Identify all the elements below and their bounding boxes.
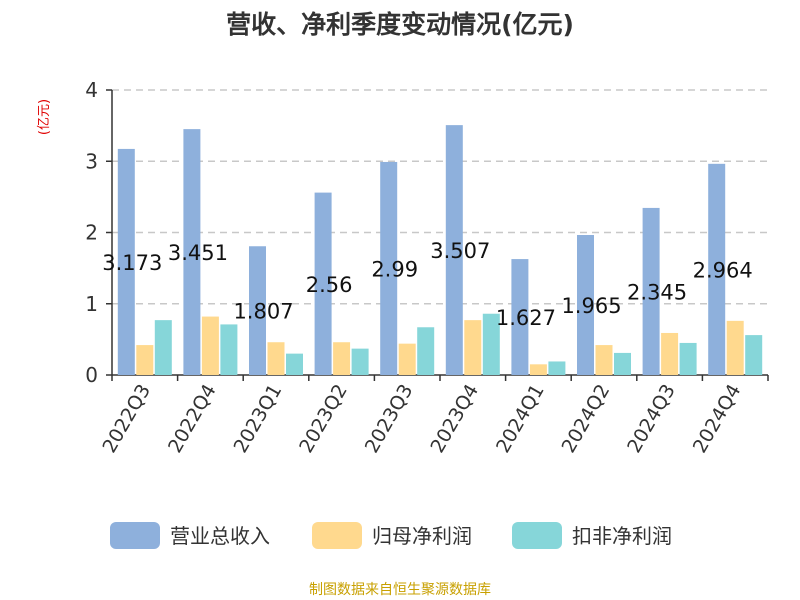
bar-series-2 <box>220 324 238 375</box>
x-tick-label: 2022Q4 <box>164 381 221 457</box>
legend-swatch <box>312 522 362 549</box>
y-unit-label: (亿元) <box>37 99 52 135</box>
y-tick-label: 3 <box>85 149 98 173</box>
bar-series-1 <box>595 345 613 375</box>
bar-series-0 <box>708 163 726 375</box>
legend-item[interactable]: 扣非净利润 <box>512 522 672 549</box>
legend-swatch <box>110 522 160 549</box>
bar-series-0 <box>642 207 660 375</box>
data-label: 3.173 <box>102 251 162 275</box>
bar-series-1 <box>529 364 547 375</box>
bar-series-0 <box>249 246 266 375</box>
bar-series-2 <box>154 320 172 375</box>
y-tick-label: 2 <box>85 221 98 245</box>
bar-series-2 <box>417 327 435 375</box>
legend-label: 归母净利润 <box>372 524 472 548</box>
bar-series-1 <box>398 343 416 375</box>
legend-label: 营业总收入 <box>170 524 270 548</box>
legend[interactable]: 营业总收入 归母净利润 扣非净利润 <box>110 522 672 549</box>
x-tick-label: 2023Q3 <box>361 381 418 457</box>
x-tick-label: 2023Q2 <box>295 381 352 457</box>
bar-series-1 <box>136 345 154 375</box>
data-label: 2.345 <box>627 280 687 304</box>
bar-series-1 <box>726 320 744 375</box>
bar-series-1 <box>267 342 285 375</box>
bar-series-0 <box>577 234 594 375</box>
bar-series-1 <box>661 332 679 375</box>
data-label: 3.451 <box>168 241 228 265</box>
bar-series-2 <box>679 342 697 375</box>
x-tick-label: 2023Q1 <box>230 381 287 457</box>
data-label: 2.964 <box>693 258 753 282</box>
y-tick-label: 1 <box>85 292 98 316</box>
data-labels: 3.173 3.4511.8072.562.993.5071.6271.9652.… <box>102 239 753 330</box>
bar-series-2 <box>482 313 500 375</box>
bar-series-0 <box>314 192 332 375</box>
data-label: 1.965 <box>561 294 621 318</box>
bar-series-0 <box>511 259 529 375</box>
data-label: 1.627 <box>496 306 556 330</box>
x-tick-label: 2024Q3 <box>623 381 680 457</box>
bar-series-2 <box>351 348 369 375</box>
bar-series-2 <box>286 353 303 375</box>
bar-series-2 <box>548 361 566 375</box>
chart-title: 营收、净利季度变动情况(亿元) <box>226 10 574 39</box>
y-tick-label: 0 <box>85 363 98 387</box>
bar-series-0 <box>183 129 201 375</box>
legend-item[interactable]: 归母净利润 <box>312 522 472 549</box>
bars <box>117 125 763 375</box>
y-tick-label: 4 <box>85 78 98 102</box>
bar-series-1 <box>333 342 351 375</box>
legend-label: 扣非净利润 <box>572 524 672 548</box>
x-tick-label: 2022Q3 <box>98 381 155 457</box>
source-note: 制图数据来自恒生聚源数据库 <box>309 582 491 598</box>
bar-series-1 <box>464 320 482 375</box>
data-label: 3.507 <box>430 239 490 263</box>
x-tick-label: 2024Q2 <box>558 381 615 457</box>
x-tick-label: 2024Q1 <box>492 381 549 457</box>
bar-series-0 <box>380 161 398 375</box>
data-label: 2.56 <box>306 273 353 297</box>
grid-lines <box>112 89 768 305</box>
x-tick-label: 2024Q4 <box>689 381 746 457</box>
bar-series-0 <box>445 125 463 375</box>
bar-series-2 <box>745 335 763 375</box>
bar-series-2 <box>614 352 631 375</box>
data-label: 1.807 <box>233 300 293 324</box>
legend-item[interactable]: 营业总收入 <box>110 522 270 549</box>
bar-series-1 <box>201 316 219 375</box>
bar-series-0 <box>117 148 135 375</box>
legend-swatch <box>512 522 562 549</box>
x-tick-label: 2023Q4 <box>426 381 483 457</box>
data-label: 2.99 <box>371 257 418 281</box>
